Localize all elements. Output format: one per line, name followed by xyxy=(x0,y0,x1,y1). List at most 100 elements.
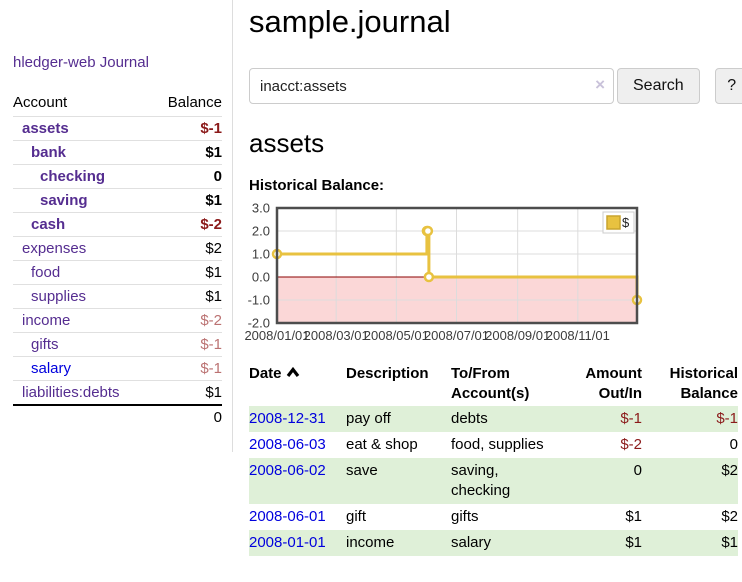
account-row-salary: salary $-1 xyxy=(13,356,222,380)
transaction-row: 2008-12-31 pay off debts $-1 $-1 xyxy=(249,406,738,432)
account-row-liabilities-debts: liabilities:debts $1 xyxy=(13,380,222,404)
transaction-date-link[interactable]: 2008-06-01 xyxy=(249,508,326,525)
balance-chart: $3.0 2.0 1.0 0.0 -1.0 -2.0 2008/01/01 2008/03/0… xyxy=(243,201,742,348)
account-balance: 0 xyxy=(213,168,222,185)
account-heading: assets xyxy=(249,128,325,158)
x-tick-label: 2008/09/01 xyxy=(485,328,550,343)
account-link[interactable]: saving xyxy=(40,192,88,209)
transaction-amount: $1 xyxy=(625,508,642,525)
account-row-saving: saving $1 xyxy=(13,188,222,212)
transaction-amount: $-2 xyxy=(620,436,642,453)
transaction-accounts: salary xyxy=(451,534,492,551)
transaction-accounts: gifts xyxy=(451,508,479,525)
clear-search-icon[interactable]: × xyxy=(595,75,605,94)
transaction-date-link[interactable]: 2008-12-31 xyxy=(249,410,326,427)
search-button[interactable]: Search xyxy=(617,68,700,104)
account-row-checking: checking 0 xyxy=(13,164,222,188)
account-link[interactable]: checking xyxy=(40,168,106,185)
account-balance: $1 xyxy=(205,144,222,161)
date-column-header[interactable]: Date xyxy=(249,362,346,406)
account-link[interactable]: cash xyxy=(31,216,66,233)
account-balance: $-1 xyxy=(200,336,222,353)
account-link[interactable]: bank xyxy=(31,144,67,161)
account-link[interactable]: salary xyxy=(31,360,72,377)
app-window: hledger-web Journal Account Balance asse… xyxy=(0,0,742,556)
transaction-description: save xyxy=(346,462,378,479)
y-tick-label: 2.0 xyxy=(252,224,270,239)
account-row-supplies: supplies $1 xyxy=(13,284,222,308)
search-form: × Search ? xyxy=(249,68,742,104)
y-tick-label: 3.0 xyxy=(252,201,270,216)
account-balance: $1 xyxy=(205,192,222,209)
sidebar-item-journal[interactable]: Journal xyxy=(99,54,149,71)
account-link[interactable]: liabilities:debts xyxy=(22,384,120,401)
account-balance: $-1 xyxy=(200,120,222,137)
account-balance-table: Account Balance assets $-1 bank $1 checking 0… xyxy=(13,91,222,429)
account-row-income: income $-2 xyxy=(13,308,222,332)
account-link[interactable]: gifts xyxy=(31,336,59,353)
account-column-header: Account xyxy=(13,94,68,111)
account-link[interactable]: assets xyxy=(22,120,69,137)
account-link[interactable]: supplies xyxy=(31,288,87,305)
data-point xyxy=(422,225,434,237)
transaction-row: 2008-01-01 income salary $1 $1 xyxy=(249,530,738,556)
transaction-balance: $2 xyxy=(721,462,738,479)
accounts-column-header: To/From Account(s) xyxy=(451,365,530,402)
transaction-date-link[interactable]: 2008-06-03 xyxy=(249,436,326,453)
description-column-header: Description xyxy=(346,365,429,382)
balance-column-header: Balance xyxy=(167,94,222,111)
register-table: Date Description To/From Account(s) Amou… xyxy=(249,362,738,556)
y-tick-label: -2.0 xyxy=(248,316,270,331)
transaction-date-link[interactable]: 2008-01-01 xyxy=(249,534,326,551)
transaction-row: 2008-06-01 gift gifts $1 $2 xyxy=(249,504,738,530)
transaction-amount: $1 xyxy=(625,534,642,551)
x-tick-label: 2008/05/01 xyxy=(364,328,429,343)
transaction-accounts: debts xyxy=(451,410,488,427)
balance-column-header2: Historical Balance xyxy=(669,365,738,402)
account-balance: $1 xyxy=(205,384,222,401)
account-row-bank: bank $1 xyxy=(13,140,222,164)
help-button[interactable]: ? xyxy=(714,68,742,104)
y-tick-label: 0.0 xyxy=(252,270,270,285)
x-tick-label: 2008/11/01 xyxy=(546,328,610,343)
account-balance: $2 xyxy=(205,240,222,257)
sidebar: hledger-web Journal Account Balance asse… xyxy=(0,0,233,452)
account-balance: $-2 xyxy=(200,312,222,329)
account-link[interactable]: income xyxy=(22,312,71,329)
transaction-balance: $-1 xyxy=(716,410,738,427)
account-link[interactable]: food xyxy=(31,264,61,281)
account-row-expenses: expenses $2 xyxy=(13,236,222,260)
transaction-description: eat & shop xyxy=(346,436,418,453)
account-balance: $1 xyxy=(205,264,222,281)
y-tick-label: 1.0 xyxy=(252,247,270,262)
legend-swatch xyxy=(606,215,621,230)
account-balance: $-2 xyxy=(200,216,222,233)
search-input[interactable] xyxy=(249,68,614,104)
app-title-link[interactable]: hledger-web xyxy=(13,54,96,71)
transaction-description: pay off xyxy=(346,410,391,427)
transaction-accounts: saving, checking xyxy=(451,462,511,499)
chart-legend: $ xyxy=(602,211,635,234)
transaction-balance: $2 xyxy=(721,508,738,525)
account-balance: $-1 xyxy=(200,360,222,377)
account-link[interactable]: expenses xyxy=(22,240,87,257)
transaction-description: income xyxy=(346,534,395,551)
main-content: sample.journal × Search ? assets Histori… xyxy=(233,0,742,556)
account-table-header: Account Balance xyxy=(13,91,222,116)
sort-ascending-icon xyxy=(286,367,299,377)
account-row-cash: cash $-2 xyxy=(13,212,222,236)
transaction-accounts: food, supplies xyxy=(451,436,544,453)
transaction-date-link[interactable]: 2008-06-02 xyxy=(249,462,326,479)
account-row-gifts: gifts $-1 xyxy=(13,332,222,356)
transaction-balance: 0 xyxy=(729,436,738,453)
page-title: sample.journal xyxy=(249,4,451,39)
transaction-amount: 0 xyxy=(633,462,642,479)
transaction-amount: $-1 xyxy=(620,410,642,427)
account-total-balance: 0 xyxy=(13,404,222,429)
register-header-row: Date Description To/From Account(s) Amou… xyxy=(249,362,738,406)
transaction-row: 2008-06-02 save saving, checking 0 $2 xyxy=(249,458,738,504)
x-tick-label: 2008/01/01 xyxy=(244,328,309,343)
amount-column-header: Amount Out/In xyxy=(585,365,642,402)
y-tick-label: -1.0 xyxy=(248,293,270,308)
transaction-balance: $1 xyxy=(721,534,738,551)
